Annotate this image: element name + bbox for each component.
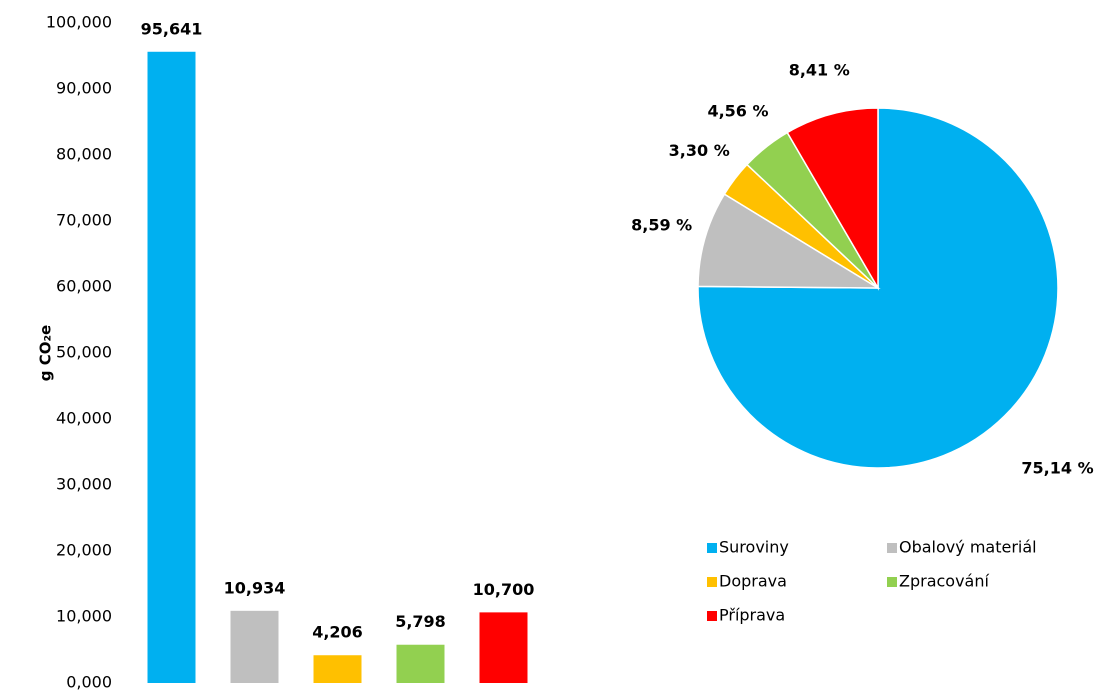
legend-label: Doprava [719, 572, 787, 591]
y-tick-label: 90,000 [56, 79, 112, 98]
y-tick-label: 30,000 [56, 475, 112, 494]
y-tick-label: 20,000 [56, 541, 112, 560]
legend-label: Zpracování [899, 572, 990, 591]
data-label: 4,56 % [707, 101, 768, 120]
y-tick-label: 10,000 [56, 607, 112, 626]
y-tick-label: 80,000 [56, 145, 112, 164]
y-tick-label: 100,000 [46, 13, 112, 32]
y-tick-label: 40,000 [56, 409, 112, 428]
legend-swatch [707, 543, 717, 553]
bar [147, 51, 196, 683]
data-label: 3,30 % [669, 141, 730, 160]
pie-slice [697, 193, 881, 289]
legend-swatch [887, 543, 897, 553]
legend-label: Příprava [719, 606, 785, 625]
bar [313, 655, 362, 683]
bar [230, 610, 279, 683]
bar [479, 612, 528, 683]
data-label: 4,206 [312, 623, 363, 642]
data-label: 10,934 [224, 578, 286, 597]
legend-swatch [707, 611, 717, 621]
y-tick-label: 70,000 [56, 211, 112, 230]
y-tick-label: 50,000 [56, 343, 112, 362]
pie-slice [786, 107, 879, 291]
data-label: 95,641 [141, 19, 203, 38]
legend-label: Suroviny [719, 538, 789, 557]
data-label: 5,798 [395, 612, 446, 631]
data-label: 8,59 % [631, 216, 692, 235]
data-label: 8,41 % [789, 60, 850, 79]
y-tick-label: 60,000 [56, 277, 112, 296]
data-label: 10,700 [473, 580, 535, 599]
pie-slice [697, 107, 1059, 469]
legend-label: Obalový materiál [899, 538, 1037, 557]
data-label: 75,14 % [1021, 459, 1093, 478]
legend-swatch [887, 577, 897, 587]
y-tick-label: 0,000 [66, 673, 112, 692]
bar [396, 644, 445, 683]
y-axis-label: g CO₂e [37, 325, 55, 381]
legend-swatch [707, 577, 717, 587]
